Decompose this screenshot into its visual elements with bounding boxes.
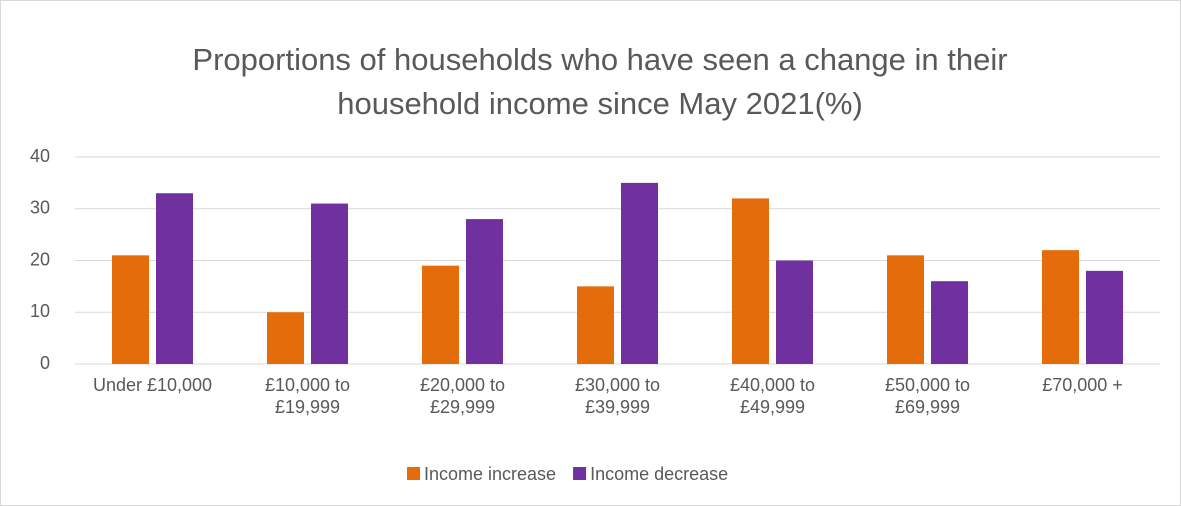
bar	[931, 281, 968, 364]
bar	[1086, 270, 1123, 364]
y-tick-label: 40	[30, 146, 50, 166]
bar	[267, 312, 304, 364]
y-tick-label: 0	[40, 353, 50, 373]
bar	[112, 255, 149, 364]
bar	[621, 182, 658, 364]
bar	[577, 286, 614, 364]
bar	[1042, 250, 1079, 364]
x-tick-label: £30,000 to £39,999	[574, 375, 661, 417]
y-tick-label: 20	[30, 249, 50, 269]
y-tick-label: 10	[30, 301, 50, 321]
x-tick-label: £20,000 to £29,999	[419, 375, 506, 417]
bar	[311, 203, 348, 364]
x-tick-label: £70,000 +	[1042, 375, 1123, 395]
legend-label: Income increase	[424, 464, 556, 484]
x-tick-label: Under £10,000	[92, 375, 213, 395]
x-tick-label: £40,000 to £49,999	[729, 375, 816, 417]
chart-title: Proportions of households who have seen …	[192, 42, 1008, 121]
bar	[776, 260, 813, 364]
legend-swatch	[407, 467, 420, 480]
x-tick-label: £10,000 to £19,999	[264, 375, 351, 417]
bar	[732, 198, 769, 364]
legend-swatch	[573, 467, 587, 480]
x-tick-label: £50,000 to £69,999	[884, 375, 971, 417]
y-tick-label: 30	[30, 198, 50, 218]
bar	[422, 265, 459, 364]
legend-label: Income decrease	[590, 464, 728, 484]
bar	[466, 219, 503, 364]
bar	[156, 193, 193, 364]
bar	[887, 255, 924, 364]
